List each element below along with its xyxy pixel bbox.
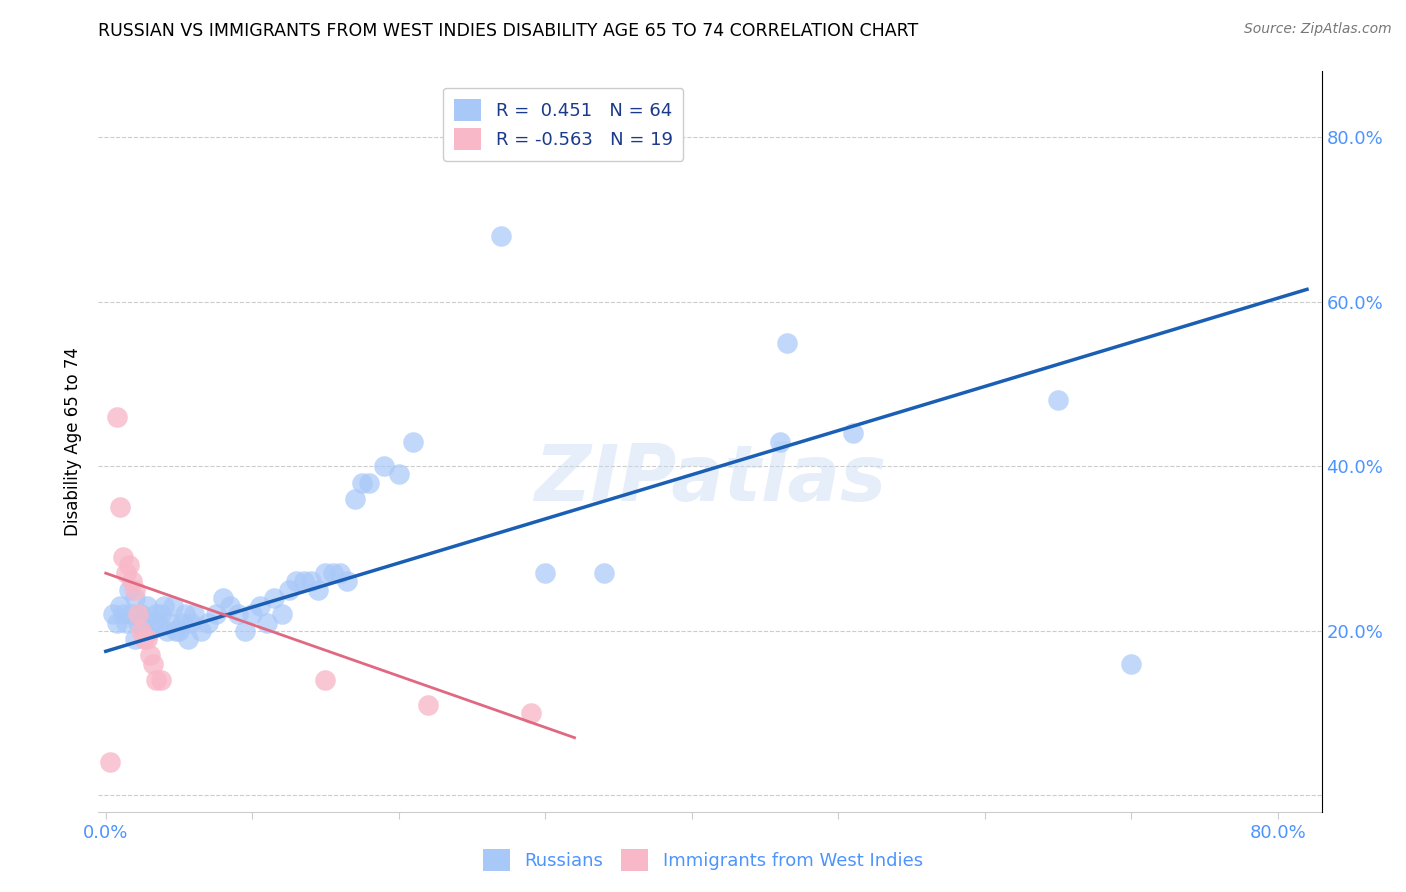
Point [314,673,336,687]
Point [156,624,179,638]
Legend: R =  0.451   N = 64, R = -0.563   N = 19: R = 0.451 N = 64, R = -0.563 N = 19 [443,87,683,161]
Point [107,409,129,424]
Legend: Russians, Immigrants from West Indies: Russians, Immigrants from West Indies [475,842,931,879]
Point [153,599,176,613]
Point [519,706,541,720]
Point [1121,657,1143,671]
Point [132,624,155,638]
Point [285,574,308,589]
Point [138,648,160,663]
Point [534,566,557,581]
Point [416,698,439,712]
Point [124,582,146,597]
Point [132,632,155,646]
Point [204,607,226,622]
Point [121,574,143,589]
Point [167,624,190,638]
Point [159,615,181,630]
Point [180,615,202,630]
Point [118,558,141,572]
Point [138,624,160,638]
Point [177,632,200,646]
Point [129,624,152,638]
Point [240,607,263,622]
Point [307,582,329,597]
Point [336,574,359,589]
Point [110,500,132,515]
Point [343,492,366,507]
Point [183,607,205,622]
Point [842,426,865,441]
Point [219,599,242,613]
Point [402,434,425,449]
Point [190,624,212,638]
Point [150,607,173,622]
Point [115,566,138,581]
Point [256,615,278,630]
Point [142,615,165,630]
Point [110,599,132,613]
Point [1046,393,1069,408]
Point [233,624,256,638]
Point [373,459,395,474]
Point [115,615,138,630]
Point [173,607,195,622]
Point [292,574,315,589]
Point [145,607,167,622]
Point [118,582,141,597]
Point [112,607,135,622]
Point [226,607,249,622]
Point [197,615,219,630]
Point [170,615,193,630]
Point [150,673,173,687]
Point [162,599,184,613]
Point [322,566,344,581]
Point [359,475,381,490]
Point [124,632,146,646]
Point [107,615,129,630]
Point [142,657,165,671]
Point [249,599,271,613]
Point [124,591,146,605]
Point [127,607,149,622]
Point [98,756,121,770]
Point [127,615,149,630]
Point [121,607,143,622]
Point [135,599,157,613]
Text: RUSSIAN VS IMMIGRANTS FROM WEST INDIES DISABILITY AGE 65 TO 74 CORRELATION CHART: RUSSIAN VS IMMIGRANTS FROM WEST INDIES D… [98,22,918,40]
Point [329,566,352,581]
Point [165,624,187,638]
Y-axis label: Disability Age 65 to 74: Disability Age 65 to 74 [65,347,83,536]
Point [314,566,336,581]
Point [148,615,170,630]
Point [270,607,292,622]
Point [388,467,411,482]
Point [212,591,235,605]
Point [263,591,285,605]
Text: ZIPatlas: ZIPatlas [534,441,886,516]
Point [776,335,799,350]
Point [491,228,513,243]
Point [145,673,167,687]
Text: Source: ZipAtlas.com: Source: ZipAtlas.com [1244,22,1392,37]
Point [129,607,152,622]
Point [768,434,790,449]
Point [352,475,374,490]
Point [299,574,322,589]
Point [277,582,299,597]
Point [135,632,157,646]
Point [112,549,135,564]
Point [101,607,124,622]
Point [592,566,614,581]
